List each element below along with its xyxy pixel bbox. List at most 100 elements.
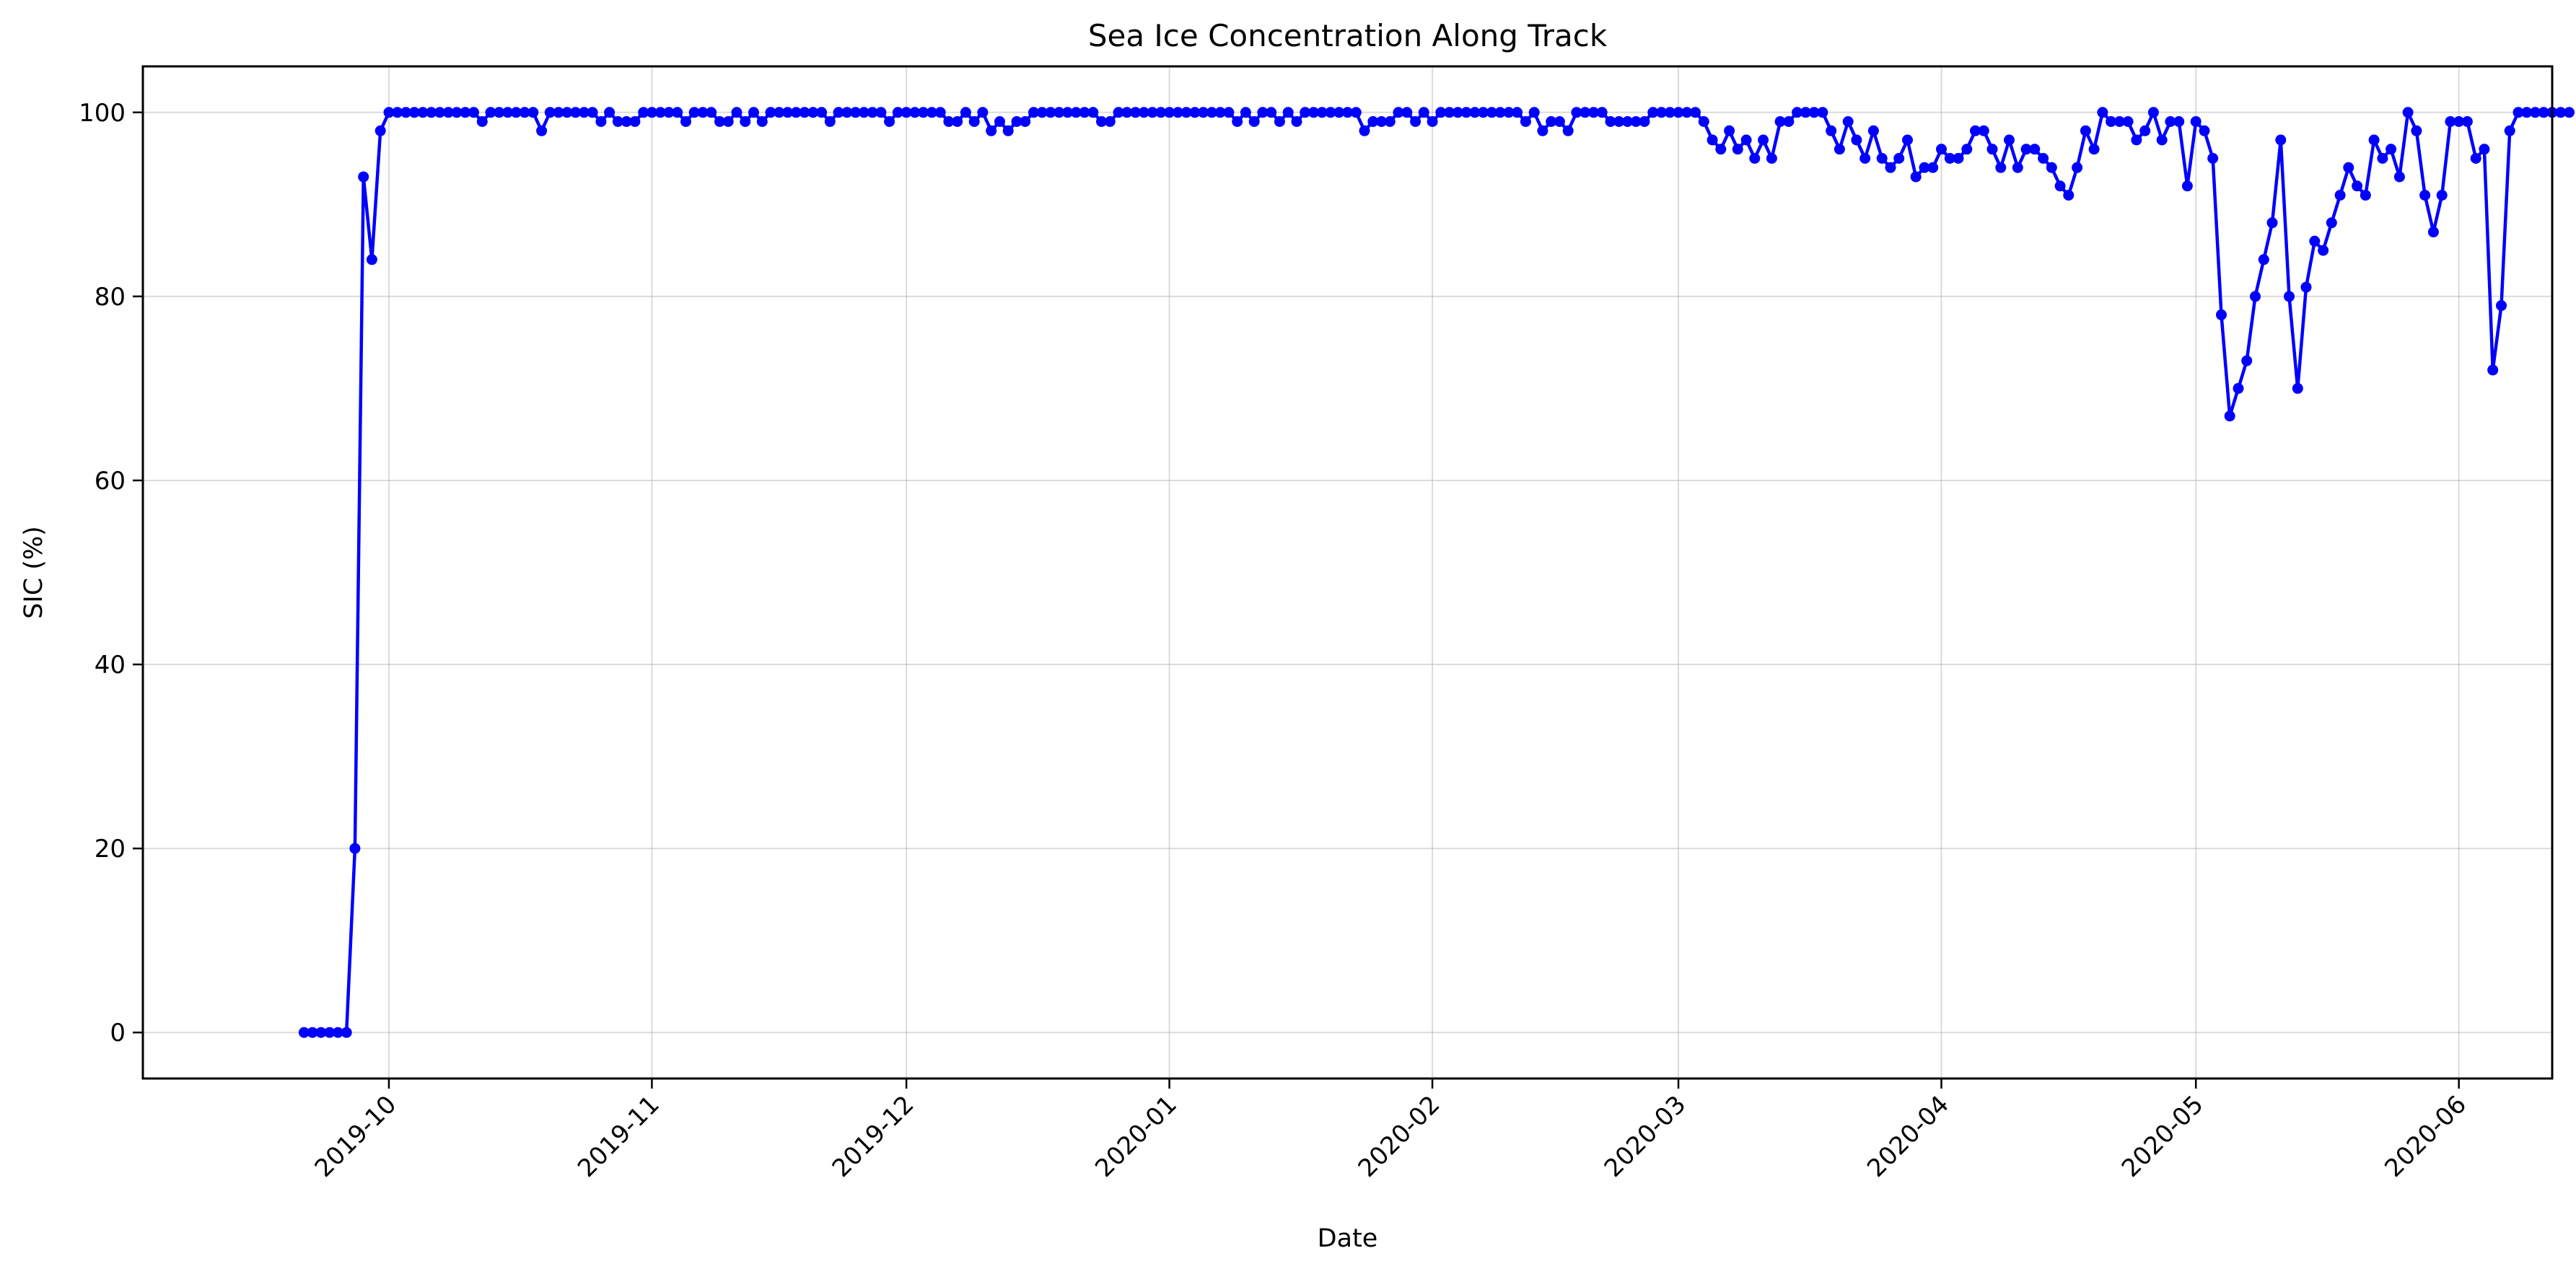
data-point <box>2054 180 2066 192</box>
data-point <box>587 107 598 118</box>
data-point <box>485 107 496 118</box>
data-point <box>1630 116 1642 127</box>
data-point <box>629 116 641 127</box>
data-point <box>1596 107 1608 118</box>
data-point <box>2113 116 2125 127</box>
data-point <box>1282 107 1294 118</box>
data-point <box>2139 125 2151 136</box>
data-point <box>561 107 573 118</box>
data-point <box>1571 107 1582 118</box>
data-point <box>1367 116 1379 127</box>
data-point <box>1927 162 1939 173</box>
data-point <box>1376 116 1387 127</box>
gridlines <box>143 66 2552 1078</box>
data-point <box>1138 107 1149 118</box>
data-point <box>1605 116 1616 127</box>
data-point <box>1970 125 1981 136</box>
data-point <box>1732 144 1743 155</box>
data-point <box>841 107 853 118</box>
y-tick-label: 40 <box>95 651 126 680</box>
data-point <box>1681 107 1693 118</box>
data-point <box>748 107 759 118</box>
data-point <box>706 107 717 118</box>
data-point <box>536 125 548 136</box>
data-point <box>1045 107 1056 118</box>
data-point <box>782 107 793 118</box>
data-point <box>968 116 980 127</box>
data-point <box>943 116 955 127</box>
data-point <box>1020 116 1031 127</box>
data-point <box>1011 116 1022 127</box>
data-point <box>1452 107 1463 118</box>
data-point <box>324 1027 336 1038</box>
data-point <box>654 107 666 118</box>
data-point <box>519 107 530 118</box>
data-point <box>960 107 971 118</box>
data-point <box>2393 171 2405 183</box>
data-point <box>392 107 403 118</box>
data-point <box>1291 116 1302 127</box>
series-line <box>304 110 2570 1034</box>
data-point <box>774 107 785 118</box>
data-point <box>434 107 445 118</box>
data-point <box>1842 116 1854 127</box>
data-point <box>358 171 369 183</box>
data-point <box>1724 125 1735 136</box>
data-point <box>722 116 734 127</box>
data-point <box>1910 171 1922 183</box>
data-point <box>1359 125 1370 136</box>
data-point <box>1062 107 1073 118</box>
data-point <box>2063 190 2075 201</box>
data-point <box>1494 107 1506 118</box>
data-point <box>510 107 522 118</box>
data-point <box>909 107 921 118</box>
data-point <box>1995 162 2007 173</box>
data-point <box>1036 107 1048 118</box>
data-point <box>1647 107 1659 118</box>
data-point <box>1554 116 1565 127</box>
data-point <box>2012 162 2023 173</box>
data-point <box>2097 107 2108 118</box>
data-point <box>468 107 479 118</box>
data-point <box>926 107 937 118</box>
data-point <box>2072 162 2083 173</box>
data-point <box>790 107 802 118</box>
data-point <box>1002 125 1014 136</box>
data-point <box>1240 107 1251 118</box>
data-point <box>2300 281 2312 293</box>
data-point <box>417 107 429 118</box>
data-point <box>1418 107 1429 118</box>
data-point <box>740 116 751 127</box>
data-point <box>2233 382 2244 394</box>
data-point <box>1826 125 1837 136</box>
data-point <box>2292 382 2303 394</box>
data-point <box>1758 134 1769 146</box>
data-point <box>1189 107 1201 118</box>
data-point <box>494 107 505 118</box>
data-point <box>1953 153 1964 164</box>
data-point <box>349 843 361 854</box>
data-point <box>1316 107 1328 118</box>
data-point <box>1087 107 1099 118</box>
data-point <box>1180 107 1192 118</box>
data-point <box>1427 116 1438 127</box>
data-point <box>1410 116 1421 127</box>
data-point <box>1622 116 1633 127</box>
data-point <box>799 107 810 118</box>
data-point <box>934 107 946 118</box>
data-point <box>858 107 869 118</box>
data-point <box>307 1027 318 1038</box>
data-point <box>451 107 463 118</box>
data-point <box>1792 107 1803 118</box>
data-point <box>1223 107 1235 118</box>
data-point <box>2555 107 2567 118</box>
data-point <box>1656 107 1667 118</box>
data-point <box>688 107 700 118</box>
data-point <box>1546 116 1557 127</box>
data-point <box>2241 355 2253 366</box>
data-point <box>1300 107 1311 118</box>
data-point <box>1936 144 1947 155</box>
data-point <box>2487 364 2499 376</box>
data-point <box>884 116 895 127</box>
